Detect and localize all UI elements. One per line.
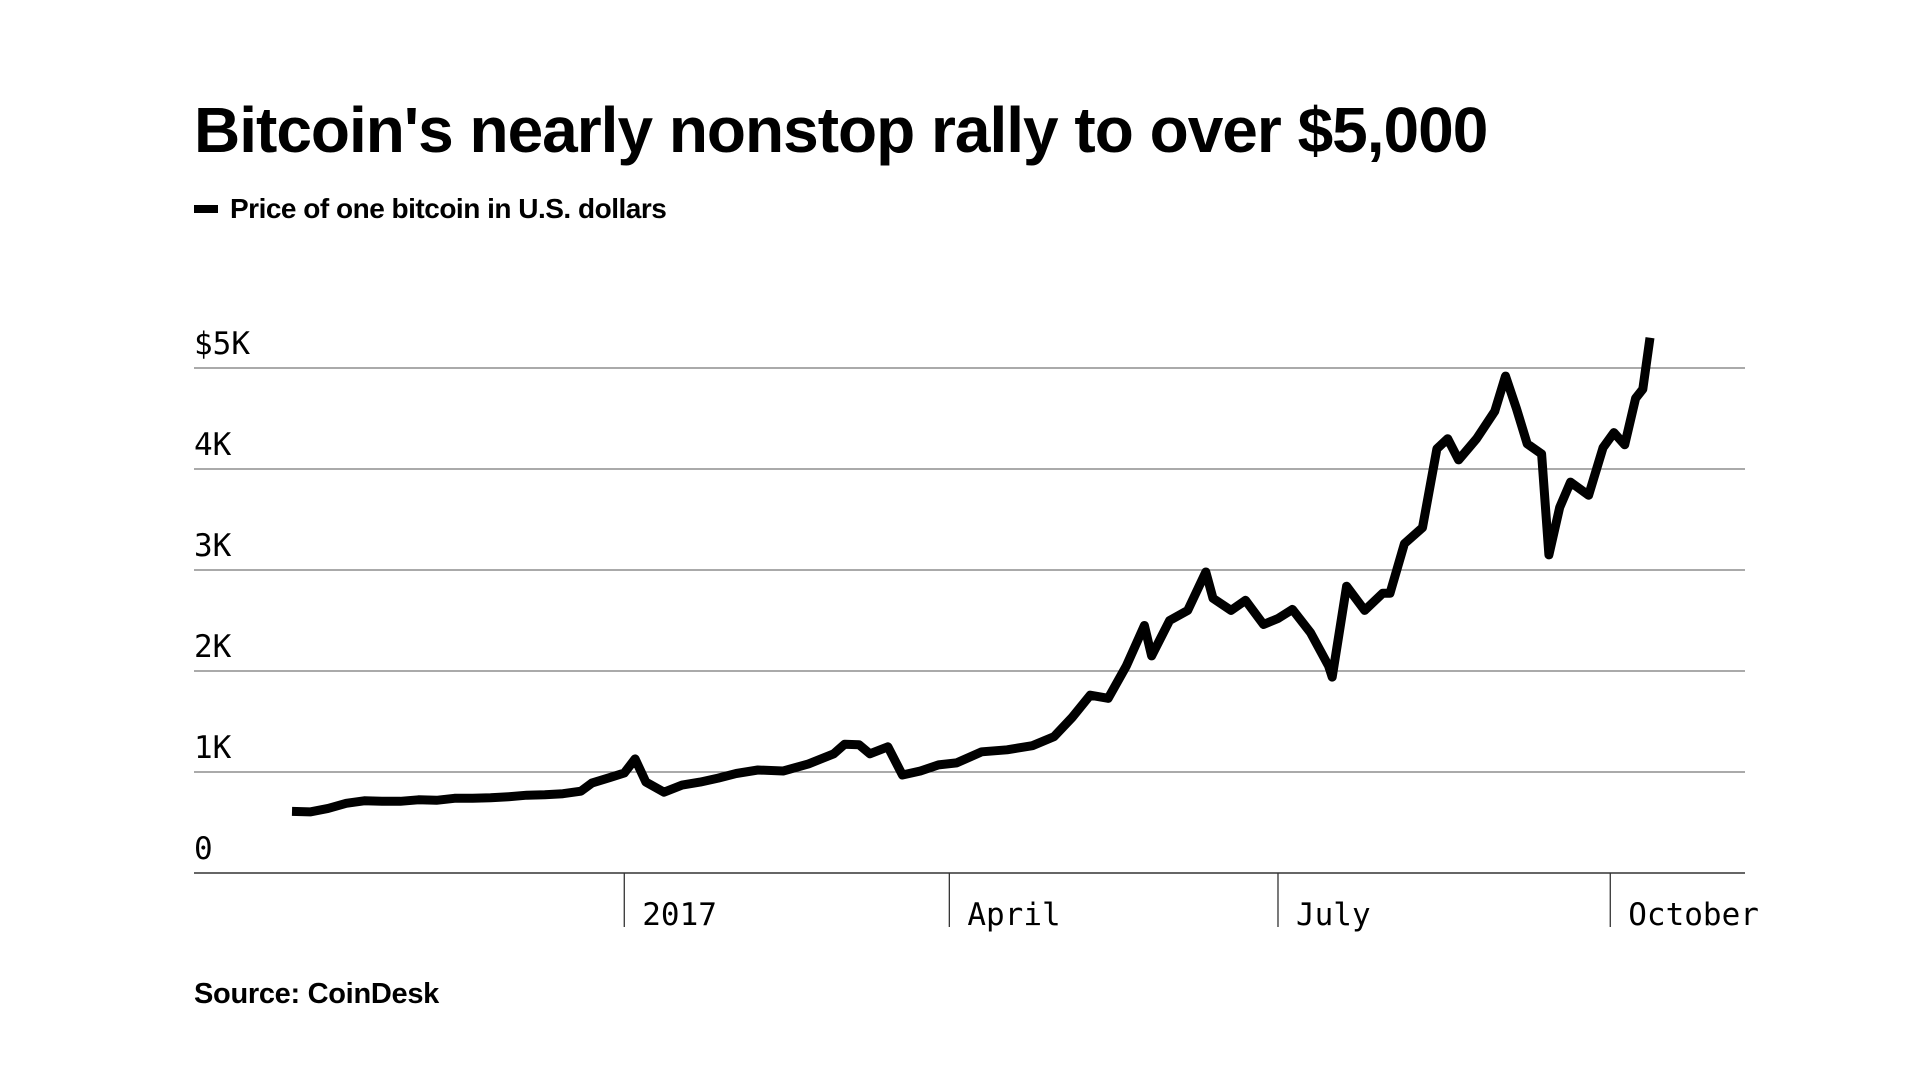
y-tick-label: 4K (194, 427, 232, 463)
legend-swatch (194, 205, 218, 213)
x-tick-label: October (1628, 897, 1759, 933)
chart-area: 0 1K 2K 3K 4K $5K 2017 April July October (194, 326, 1759, 933)
y-tick-label: 3K (194, 528, 232, 564)
x-tick-label: July (1296, 897, 1371, 933)
x-axis: 2017 April July October (623, 873, 1759, 933)
y-tick-label: 2K (194, 629, 232, 665)
series (291, 337, 1655, 817)
x-tick-label: April (967, 897, 1060, 933)
chart-title: Bitcoin's nearly nonstop rally to over $… (194, 94, 1488, 166)
y-tick-label: $5K (194, 326, 250, 362)
legend: Price of one bitcoin in U.S. dollars (194, 193, 667, 225)
source-note: Source: CoinDesk (194, 978, 439, 1010)
y-axis: 0 1K 2K 3K 4K $5K (194, 326, 250, 867)
y-tick-label: 0 (194, 831, 213, 867)
series-line (291, 337, 1655, 817)
y-tick-label: 1K (194, 730, 232, 766)
legend-label: Price of one bitcoin in U.S. dollars (230, 193, 667, 224)
x-tick-label: 2017 (642, 897, 717, 933)
grid (194, 367, 1745, 874)
